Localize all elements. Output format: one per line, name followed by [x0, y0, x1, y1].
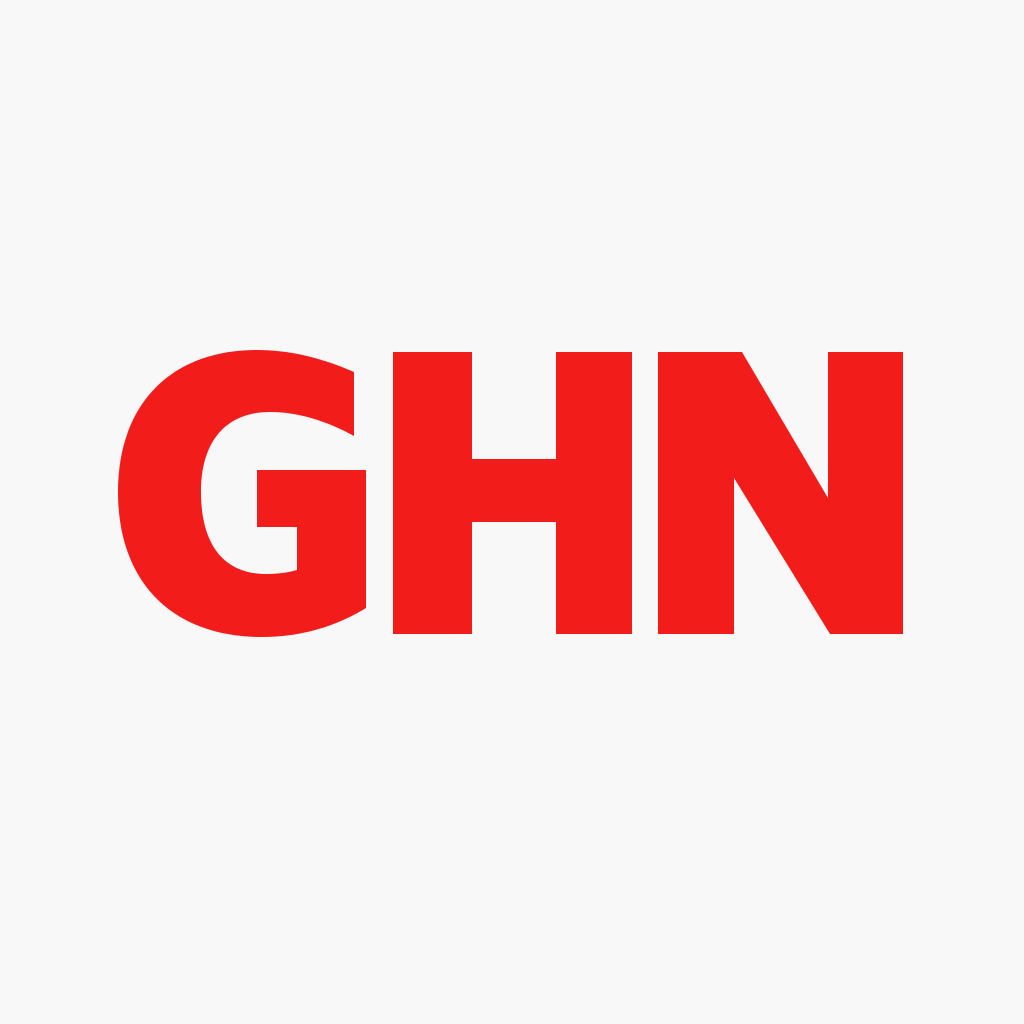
- letter-g-shape: [118, 350, 366, 637]
- letter-h-shape: [393, 352, 632, 634]
- letter-n-shape: [658, 352, 903, 634]
